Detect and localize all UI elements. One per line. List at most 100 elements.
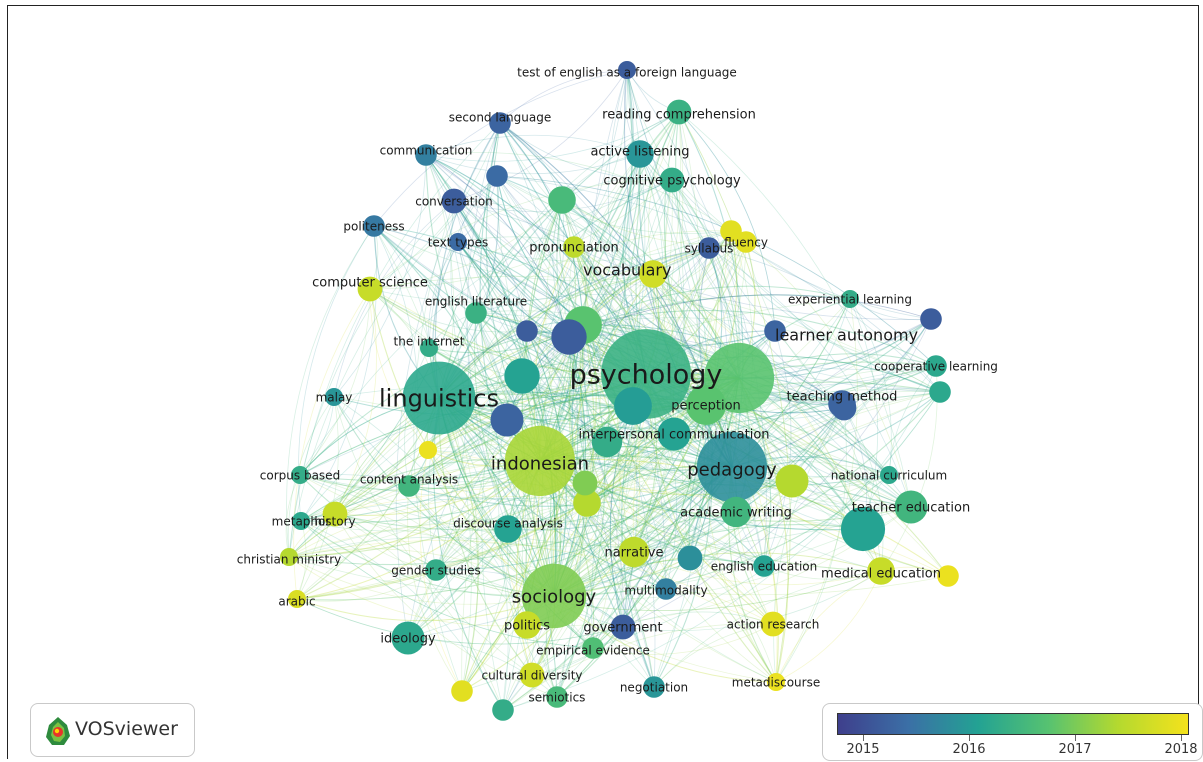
node-label-second-language[interactable]: second language (449, 110, 551, 124)
node-n12[interactable] (572, 470, 598, 496)
node-conversation[interactable] (441, 188, 467, 214)
node-n22[interactable] (492, 699, 514, 721)
node-label-text-types[interactable]: text types (428, 235, 489, 249)
node-academic-writing[interactable] (720, 496, 752, 528)
node-negotiation[interactable] (643, 676, 665, 698)
node-label-communication[interactable]: communication (380, 143, 473, 157)
node-label-learner-autonomy[interactable]: learner autonomy (775, 326, 918, 345)
node-label-pedagogy[interactable]: pedagogy (687, 459, 777, 480)
node-empirical-evidence[interactable] (582, 637, 604, 659)
node-label-politics[interactable]: politics (504, 619, 550, 634)
node-n10[interactable] (840, 506, 886, 552)
node-action-research[interactable] (760, 611, 786, 637)
node-n15[interactable] (937, 565, 959, 587)
node-label-pronunciation[interactable]: pronunciation (529, 241, 619, 256)
node-label-english-literature[interactable]: english literature (425, 294, 527, 308)
node-label-english-education[interactable]: english education (711, 559, 818, 573)
node-syllabus[interactable] (698, 237, 720, 259)
node-politics[interactable] (513, 611, 541, 639)
node-label-narrative[interactable]: narrative (604, 546, 663, 561)
node-multimodality[interactable] (655, 578, 677, 600)
node-label-perception[interactable]: perception (671, 399, 741, 414)
node-n16[interactable] (573, 489, 601, 517)
node-teacher-education[interactable] (894, 490, 928, 524)
node-cultural-diversity[interactable] (519, 662, 545, 688)
node-label-indonesian[interactable]: indonesian (491, 453, 589, 474)
node-label-discourse-analysis[interactable]: discourse analysis (453, 516, 563, 530)
node-perception[interactable] (686, 385, 726, 425)
node-label-government[interactable]: government (583, 621, 662, 636)
node-malay[interactable] (325, 388, 343, 406)
node-label-teaching-method[interactable]: teaching method (787, 390, 898, 405)
node-experiential[interactable] (841, 290, 859, 308)
node-cooperative[interactable] (925, 355, 947, 377)
node-label-history[interactable]: history (314, 514, 355, 528)
node-n7[interactable] (548, 186, 576, 214)
node-metaphor[interactable] (292, 512, 310, 530)
node-computer-science[interactable] (357, 276, 383, 302)
node-pedagogy[interactable] (696, 431, 768, 503)
node-interpersonal[interactable] (657, 417, 691, 451)
node-history[interactable] (322, 501, 348, 527)
node-n3[interactable] (490, 403, 524, 437)
node-label-conversation[interactable]: conversation (415, 194, 493, 208)
node-label-cultural-diversity[interactable]: cultural diversity (481, 668, 582, 682)
node-text-types[interactable] (449, 233, 467, 251)
node-n18[interactable] (929, 381, 951, 403)
node-label-cognitive[interactable]: cognitive psychology (603, 174, 741, 189)
node-test-english[interactable] (618, 61, 636, 79)
node-n21[interactable] (451, 680, 473, 702)
node-label-experiential[interactable]: experiential learning (788, 292, 912, 306)
node-label-negotiation[interactable]: negotiation (620, 680, 688, 694)
node-label-fluency[interactable]: fluency (724, 235, 768, 249)
node-reading[interactable] (666, 99, 692, 125)
node-narrative[interactable] (618, 536, 650, 568)
node-metadiscourse[interactable] (767, 673, 785, 691)
node-label-interpersonal[interactable]: interpersonal communication (578, 428, 769, 443)
node-second-language[interactable] (489, 112, 511, 134)
node-label-empirical-evidence[interactable]: empirical evidence (536, 643, 650, 657)
node-label-teacher-education[interactable]: teacher education (852, 501, 970, 516)
node-gender-studies[interactable] (425, 559, 447, 581)
node-label-arabic[interactable]: arabic (278, 594, 315, 608)
node-label-linguistics[interactable]: linguistics (379, 385, 499, 413)
node-label-active-listening[interactable]: active listening (590, 145, 689, 160)
node-christian-ministry[interactable] (280, 548, 298, 566)
node-label-vocabulary[interactable]: vocabulary (583, 261, 671, 280)
node-sociology[interactable] (521, 563, 587, 629)
node-label-sociology[interactable]: sociology (512, 586, 597, 607)
node-active-listening[interactable] (626, 140, 654, 168)
node-n14[interactable] (720, 220, 742, 242)
node-national-curriculum[interactable] (880, 466, 898, 484)
node-english-literature[interactable] (465, 302, 487, 324)
node-label-corpus-based[interactable]: corpus based (260, 468, 340, 482)
node-label-academic-writing[interactable]: academic writing (680, 506, 792, 521)
node-label-computer-science[interactable]: computer science (312, 276, 428, 291)
node-pronunciation[interactable] (563, 236, 585, 258)
node-label-cooperative[interactable]: cooperative learning (874, 359, 998, 373)
node-label-medical-education[interactable]: medical education (821, 567, 941, 582)
node-label-gender-studies[interactable]: gender studies (391, 563, 481, 577)
node-linguistics[interactable] (402, 361, 476, 435)
node-n9[interactable] (831, 395, 857, 421)
node-label-christian-ministry[interactable]: christian ministry (237, 552, 342, 566)
node-n1[interactable] (551, 319, 587, 355)
node-ideology[interactable] (391, 621, 425, 655)
node-communication[interactable] (415, 144, 437, 166)
node-label-syllabus[interactable]: syllabus (685, 241, 734, 255)
node-politeness[interactable] (363, 215, 385, 237)
node-n11[interactable] (677, 545, 703, 571)
node-n19[interactable] (486, 165, 508, 187)
node-indonesian[interactable] (504, 425, 576, 497)
node-label-metaphor[interactable]: metaphor (272, 514, 331, 528)
node-learner-autonomy[interactable] (764, 320, 786, 342)
node-n6[interactable] (639, 260, 667, 288)
node-label-test-english[interactable]: test of english as a foreign language (517, 65, 737, 79)
node-fluency[interactable] (735, 231, 757, 253)
node-semiotics[interactable] (546, 686, 568, 708)
node-n8[interactable] (775, 464, 809, 498)
node-n5[interactable] (591, 426, 623, 458)
node-label-metadiscourse[interactable]: metadiscourse (732, 675, 820, 689)
node-label-psychology[interactable]: psychology (570, 360, 723, 391)
node-label-semiotics[interactable]: semiotics (529, 690, 586, 704)
